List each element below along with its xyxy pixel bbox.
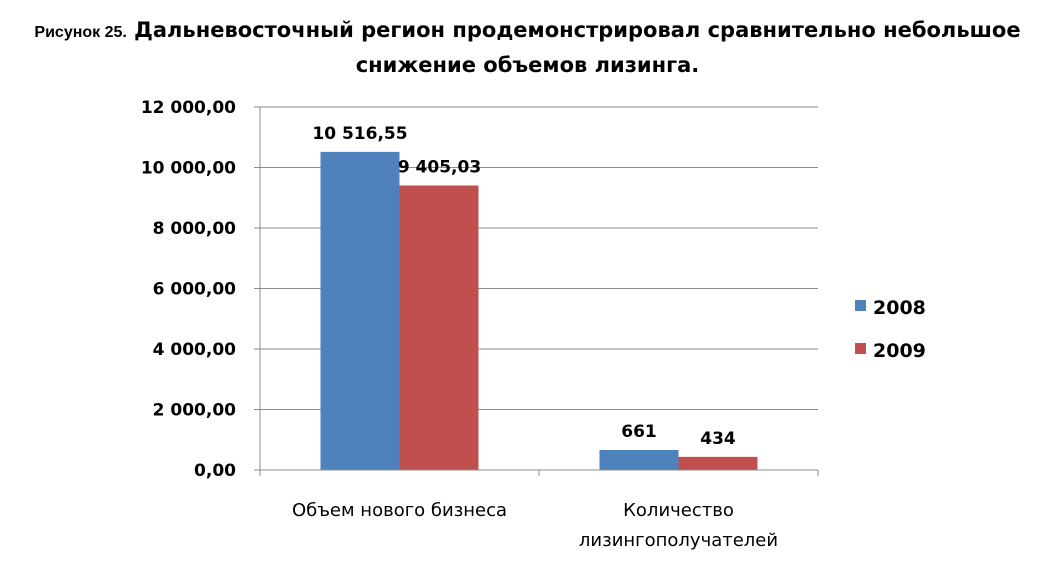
data-label: 434 (700, 429, 736, 449)
legend-swatch-2008 (855, 300, 866, 311)
data-label: 661 (621, 422, 657, 442)
data-labels: 10 516,55 661 9 405,03 434 (312, 124, 736, 449)
legend-swatch-2009 (855, 343, 866, 354)
y-tick-label: 8 000,00 (153, 219, 237, 239)
legend-label-2009: 2009 (873, 340, 926, 362)
caption-title: Дальневосточный регион продемонстрировал… (134, 18, 1021, 42)
y-axis-ticks: 0,00 2 000,00 4 000,00 6 000,00 8 000,00 10 0… (141, 98, 260, 481)
bar-2009-1 (678, 456, 758, 470)
axes (259, 107, 819, 476)
y-tick-label: 12 000,00 (141, 98, 236, 118)
bars (320, 151, 758, 470)
category-label: Количество (623, 500, 734, 521)
y-tick-label: 0,00 (194, 461, 236, 481)
category-label: Объем нового бизнеса (292, 500, 507, 521)
bar-2008-0 (320, 151, 400, 470)
y-tick-label: 6 000,00 (153, 280, 237, 300)
x-axis-categories: Объем нового бизнеса Количество лизингопол… (292, 500, 778, 551)
data-label: 9 405,03 (398, 157, 481, 177)
legend: 2008 2009 (855, 297, 926, 362)
y-tick-label: 4 000,00 (153, 340, 237, 360)
category-label: лизингополучателей (579, 530, 778, 551)
figure-caption: Рисунок 25. Дальневосточный регион проде… (0, 14, 1055, 82)
bar-2009-0 (399, 185, 479, 470)
caption-line-2: снижение объемов лизинга. (355, 53, 700, 77)
data-label: 10 516,55 (312, 124, 407, 144)
legend-label-2008: 2008 (873, 297, 926, 319)
y-tick-label: 10 000,00 (141, 159, 236, 179)
y-tick-label: 2 000,00 (153, 401, 237, 421)
caption-line-1: Рисунок 25. Дальневосточный регион проде… (0, 14, 1055, 49)
bar-2008-1 (599, 450, 679, 470)
figure-number: Рисунок 25. (34, 24, 127, 41)
